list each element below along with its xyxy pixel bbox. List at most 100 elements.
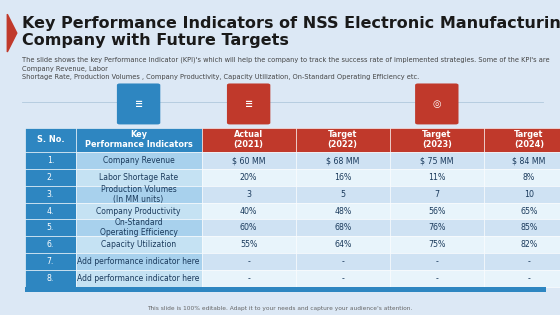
Text: 8.: 8. [46, 274, 54, 283]
Bar [296, 236, 390, 253]
Bar [25, 253, 76, 270]
Bar [25, 203, 76, 220]
Bar [296, 186, 390, 203]
Text: Actual
(2021): Actual (2021) [234, 130, 264, 149]
Text: 76%: 76% [428, 223, 446, 232]
Bar [390, 220, 484, 236]
Text: This slide is 100% editable. Adapt it to your needs and capture your audience's : This slide is 100% editable. Adapt it to… [147, 306, 413, 311]
Text: 1.: 1. [46, 156, 54, 165]
Text: -: - [341, 257, 344, 266]
Text: Capacity Utilization: Capacity Utilization [101, 240, 176, 249]
Text: -: - [341, 274, 344, 283]
Bar [25, 287, 546, 292]
Bar [484, 270, 560, 287]
Text: Key
Performance Indicators: Key Performance Indicators [85, 130, 193, 149]
Bar [390, 270, 484, 287]
Bar [25, 186, 76, 203]
Text: 4.: 4. [46, 207, 54, 215]
Bar [484, 220, 560, 236]
Bar [25, 220, 76, 236]
Bar [76, 253, 202, 270]
Bar [202, 270, 296, 287]
Bar [296, 270, 390, 287]
Text: Labor Shortage Rate: Labor Shortage Rate [99, 173, 178, 182]
Bar [202, 203, 296, 220]
Text: 82%: 82% [520, 240, 538, 249]
Text: 65%: 65% [520, 207, 538, 215]
Text: Company Revenue: Company Revenue [102, 156, 175, 165]
Text: ≡: ≡ [134, 99, 143, 109]
FancyBboxPatch shape [227, 83, 270, 124]
Text: 11%: 11% [428, 173, 446, 182]
Text: $ 84 MM: $ 84 MM [512, 156, 545, 165]
Bar [202, 169, 296, 186]
Text: 20%: 20% [240, 173, 258, 182]
Text: 55%: 55% [240, 240, 258, 249]
Text: 16%: 16% [334, 173, 352, 182]
Text: 68%: 68% [334, 223, 351, 232]
Text: S. No.: S. No. [36, 135, 64, 144]
Bar [25, 270, 76, 287]
Bar [202, 186, 296, 203]
Bar [296, 220, 390, 236]
Text: 40%: 40% [240, 207, 258, 215]
Text: -: - [528, 257, 530, 266]
Text: 3.: 3. [46, 190, 54, 199]
Bar [76, 152, 202, 169]
Bar [390, 169, 484, 186]
Text: 85%: 85% [520, 223, 538, 232]
Text: Production Volumes
(In MM units): Production Volumes (In MM units) [101, 185, 176, 204]
Text: ≡: ≡ [245, 99, 253, 109]
Text: Company Productivity: Company Productivity [96, 207, 181, 215]
Bar [296, 203, 390, 220]
Bar [390, 236, 484, 253]
FancyBboxPatch shape [415, 83, 459, 124]
Bar [25, 169, 76, 186]
Bar [390, 152, 484, 169]
Bar [296, 152, 390, 169]
Text: Target
(2024): Target (2024) [514, 130, 544, 149]
Text: Key Performance Indicators of NSS Electronic Manufacturing: Key Performance Indicators of NSS Electr… [22, 16, 560, 31]
Text: 75%: 75% [428, 240, 446, 249]
Bar [202, 236, 296, 253]
Text: 64%: 64% [334, 240, 352, 249]
Text: 8%: 8% [523, 173, 535, 182]
Bar [390, 186, 484, 203]
Bar [202, 128, 296, 152]
Text: 5.: 5. [46, 223, 54, 232]
Bar [390, 128, 484, 152]
Bar [296, 253, 390, 270]
FancyBboxPatch shape [117, 83, 160, 124]
Text: 10: 10 [524, 190, 534, 199]
Text: 5: 5 [340, 190, 345, 199]
Text: 3: 3 [246, 190, 251, 199]
Text: 7.: 7. [46, 257, 54, 266]
Bar [202, 152, 296, 169]
Text: 56%: 56% [428, 207, 446, 215]
Text: -: - [435, 257, 438, 266]
Bar [76, 128, 202, 152]
Bar [484, 169, 560, 186]
Text: 60%: 60% [240, 223, 258, 232]
Text: ◎: ◎ [432, 99, 441, 109]
Text: -: - [247, 274, 250, 283]
Text: $ 68 MM: $ 68 MM [326, 156, 360, 165]
Bar [484, 203, 560, 220]
Polygon shape [7, 14, 17, 52]
Text: $ 60 MM: $ 60 MM [232, 156, 265, 165]
Text: 48%: 48% [334, 207, 351, 215]
Text: $ 75 MM: $ 75 MM [420, 156, 454, 165]
Bar [484, 186, 560, 203]
Bar [76, 270, 202, 287]
Bar [202, 220, 296, 236]
Text: -: - [247, 257, 250, 266]
Bar [76, 203, 202, 220]
Bar [296, 169, 390, 186]
Text: 6.: 6. [46, 240, 54, 249]
Bar [76, 169, 202, 186]
Bar [76, 220, 202, 236]
Text: -: - [435, 274, 438, 283]
Text: Company with Future Targets: Company with Future Targets [22, 33, 290, 48]
Bar [296, 128, 390, 152]
Text: -: - [528, 274, 530, 283]
